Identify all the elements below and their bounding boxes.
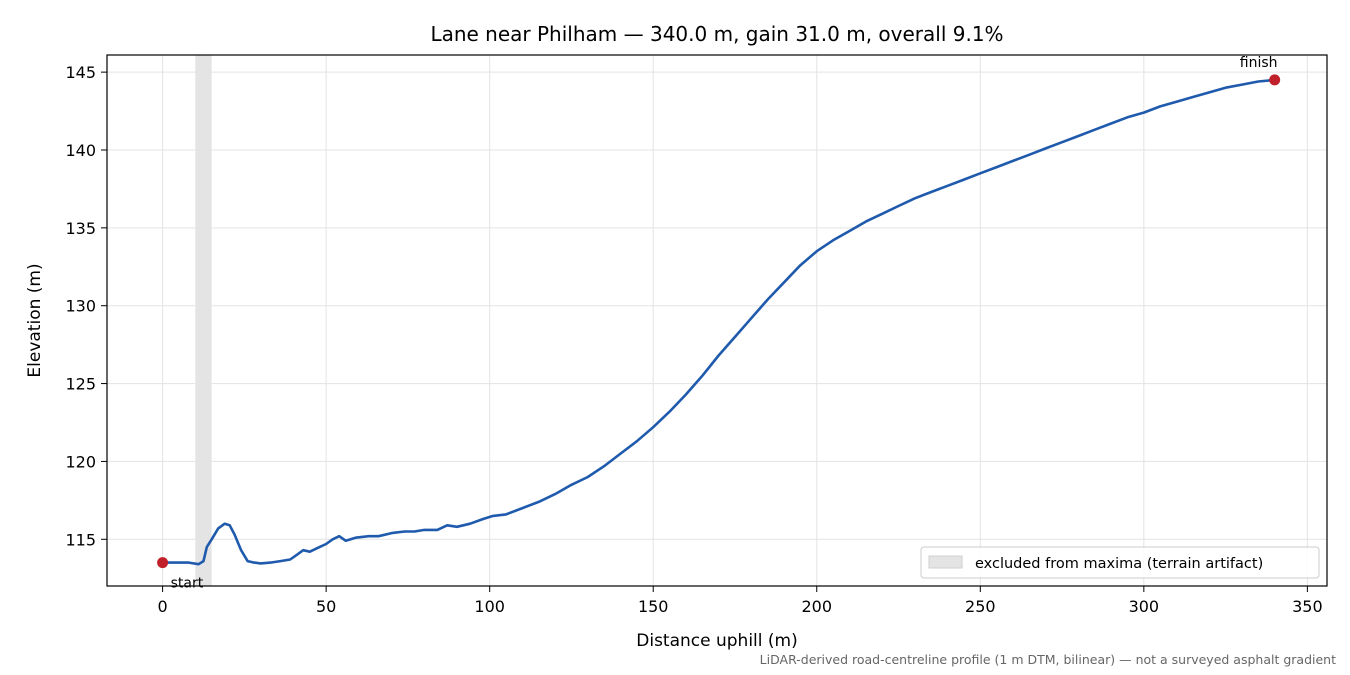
start-marker [157,557,169,569]
y-tick-label: 145 [65,63,96,82]
y-tick-label: 125 [65,375,96,394]
finish-annotation: finish [1240,55,1278,71]
x-tick-label: 350 [1292,597,1323,616]
footnote: LiDAR-derived road-centreline profile (1… [760,652,1336,667]
elevation-series-line [162,78,1275,566]
x-tick-label: 0 [158,597,168,616]
excluded-band-layer [195,55,212,586]
legend-box [920,546,1320,579]
plot-frame [106,54,1328,587]
x-tick-label: 300 [1129,597,1160,616]
y-tick-label: 135 [65,219,96,238]
x-tick-label: 150 [638,597,669,616]
x-tick-label: 200 [801,597,832,616]
y-axis-ticks: 115 120 125 130 135 140 145 [65,63,107,549]
legend: excluded from maxima (terrain artifact) [920,546,1320,579]
x-tick-label: 50 [316,597,336,616]
x-axis-label: Distance uphill (m) [636,631,797,651]
series-layer [162,78,1275,566]
marker-layer: start finish [157,55,1281,592]
y-tick-label: 130 [65,297,96,316]
y-tick-label: 115 [65,530,96,549]
legend-label-excluded: excluded from maxima (terrain artifact) [975,556,1263,572]
grid [107,55,1327,586]
start-annotation: start [171,576,204,592]
chart-title: Lane near Philham — 340.0 m, gain 31.0 m… [430,22,1003,46]
legend-swatch-excluded [928,555,963,569]
y-tick-label: 140 [65,141,96,160]
x-tick-label: 100 [474,597,505,616]
y-axis-label: Elevation (m) [25,263,45,377]
excluded-band [195,55,212,586]
y-tick-label: 120 [65,452,96,471]
x-axis-ticks: 0 50 100 150 200 250 300 350 [158,586,1323,616]
finish-marker [1269,74,1281,86]
x-tick-label: 250 [965,597,996,616]
